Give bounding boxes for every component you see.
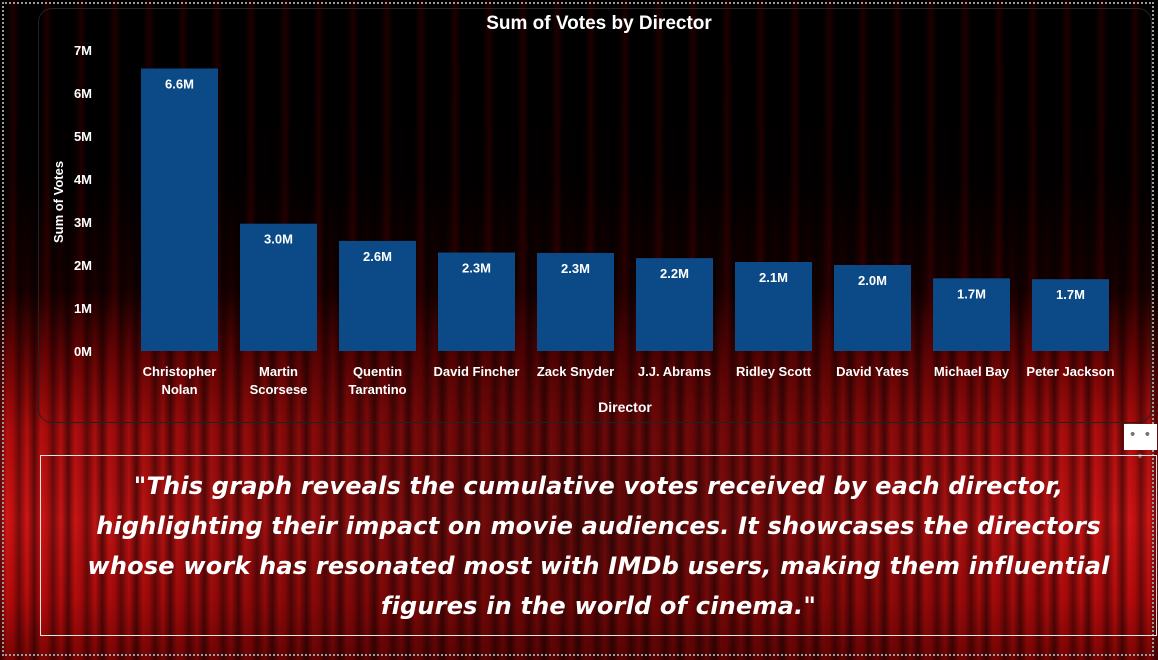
bar bbox=[834, 265, 911, 351]
y-tick-label: 5M bbox=[74, 129, 92, 144]
caption-box: "This graph reveals the cumulative votes… bbox=[40, 455, 1157, 636]
y-tick-label: 1M bbox=[74, 301, 92, 316]
bar bbox=[438, 252, 515, 351]
bar bbox=[537, 252, 614, 351]
y-axis-title: Sum of Votes bbox=[51, 161, 66, 243]
bar bbox=[735, 261, 812, 351]
y-tick-label: 6M bbox=[74, 86, 92, 101]
bar bbox=[339, 240, 416, 351]
data-label: 1.7M bbox=[957, 286, 986, 301]
caption-text: "This graph reveals the cumulative votes… bbox=[87, 471, 1110, 620]
x-tick-label: Christopher Nolan bbox=[143, 364, 217, 397]
y-tick-label: 7M bbox=[74, 43, 92, 58]
x-tick-label-line: Quentin bbox=[353, 364, 402, 379]
data-label: 6.6M bbox=[165, 76, 194, 91]
more-options-button[interactable]: • • • bbox=[1124, 424, 1157, 465]
x-tick-label: Peter Jackson bbox=[1026, 364, 1114, 379]
x-axis-title: Director bbox=[598, 399, 652, 415]
data-label: 2.2M bbox=[660, 266, 689, 281]
bar bbox=[933, 278, 1010, 351]
x-tick-label: Ridley Scott bbox=[736, 364, 812, 379]
data-label: 2.6M bbox=[363, 249, 392, 264]
x-tick-label: David Yates bbox=[836, 364, 909, 379]
y-tick-label: 2M bbox=[74, 258, 92, 273]
bar bbox=[240, 223, 317, 351]
x-tick-label-line: Michael Bay bbox=[934, 364, 1010, 379]
chart-visual-frame[interactable] bbox=[38, 8, 1152, 423]
x-tick-label-line: Scorsese bbox=[250, 382, 308, 397]
x-tick-label-line: Christopher bbox=[143, 364, 217, 379]
bar bbox=[141, 68, 218, 352]
x-tick-label-line: Ridley Scott bbox=[736, 364, 812, 379]
data-label: 2.0M bbox=[858, 273, 887, 288]
y-tick-label: 3M bbox=[74, 215, 92, 230]
data-label: 2.1M bbox=[759, 270, 788, 285]
x-tick-label-line: Nolan bbox=[161, 382, 197, 397]
x-tick-label-line: J.J. Abrams bbox=[638, 364, 711, 379]
x-tick-label: Martin Scorsese bbox=[250, 364, 308, 397]
bar bbox=[636, 258, 713, 351]
x-tick-label: Zack Snyder bbox=[537, 364, 614, 379]
x-tick-label: J.J. Abrams bbox=[638, 364, 711, 379]
x-tick-label: Quentin Tarantino bbox=[348, 364, 406, 397]
x-tick-label: Michael Bay bbox=[934, 364, 1010, 379]
x-tick-label-line: Tarantino bbox=[348, 382, 406, 397]
y-tick-label: 4M bbox=[74, 172, 92, 187]
x-tick-label: David Fincher bbox=[434, 364, 520, 379]
x-tick-label-line: David Fincher bbox=[434, 364, 520, 379]
bar-chart[interactable]: 0M 1M 2M 3M 4M 5M 6M 7M Sum of Votes 6.6M Christop… bbox=[0, 0, 1158, 430]
data-label: 2.3M bbox=[561, 261, 590, 276]
x-tick-label-line: Peter Jackson bbox=[1026, 364, 1114, 379]
x-tick-label-line: Martin bbox=[259, 364, 298, 379]
data-label: 1.7M bbox=[1056, 287, 1085, 302]
x-tick-label-line: David Yates bbox=[836, 364, 909, 379]
bar bbox=[1032, 279, 1109, 351]
data-label: 3.0M bbox=[264, 232, 293, 247]
y-tick-label: 0M bbox=[74, 344, 92, 359]
x-tick-label-line: Zack Snyder bbox=[537, 364, 614, 379]
chart-title: Sum of Votes by Director bbox=[486, 13, 712, 34]
data-label: 2.3M bbox=[462, 261, 491, 276]
